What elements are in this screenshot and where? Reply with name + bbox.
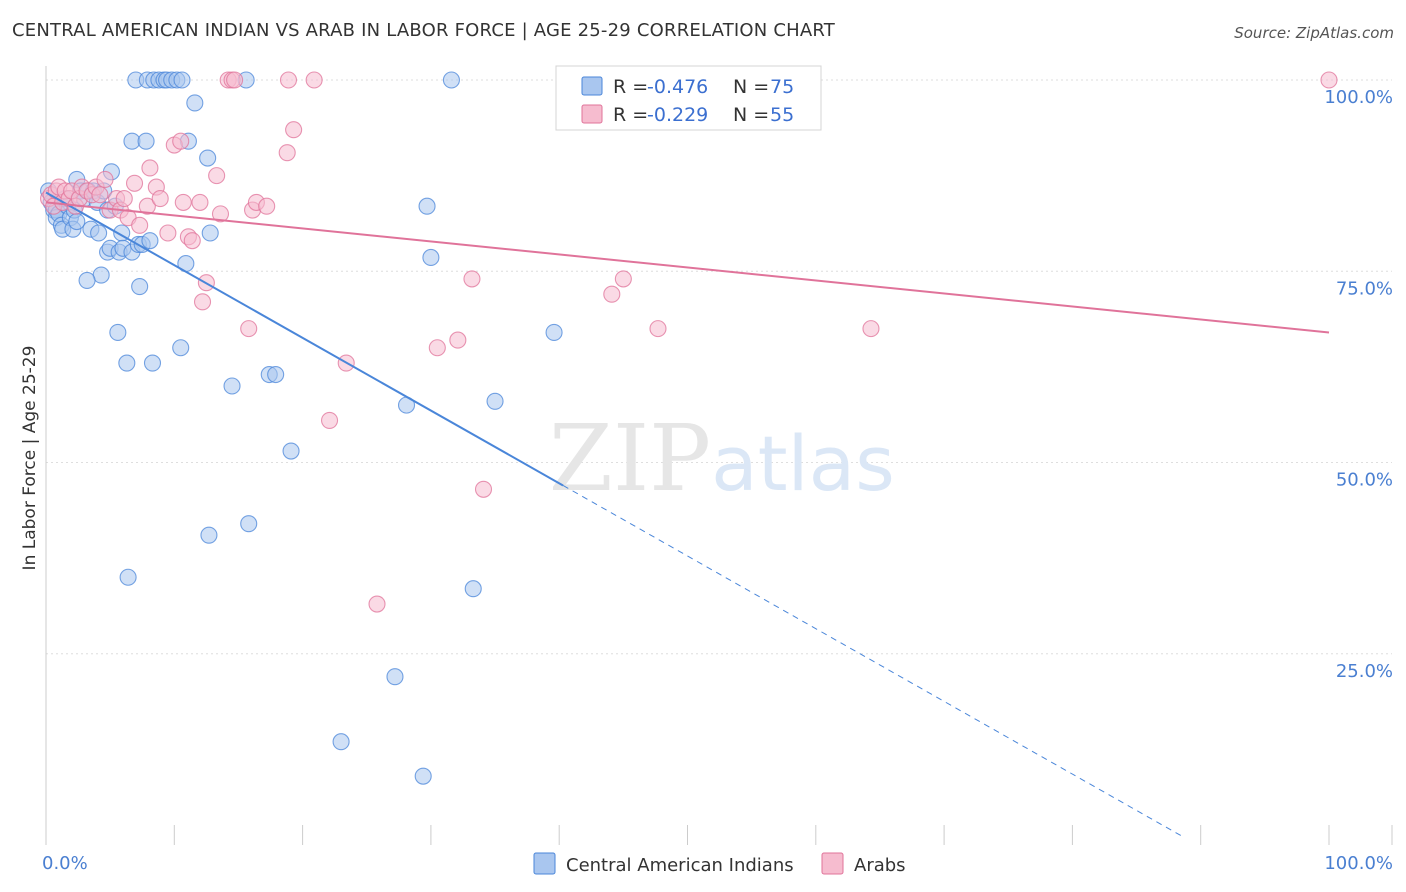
- central-american-indian-point: [223, 377, 241, 395]
- x-tick-label-left: 0.0%: [42, 853, 88, 874]
- arab-point: [278, 144, 296, 162]
- central-american-indian-point: [464, 580, 482, 598]
- central-american-indian-point: [137, 132, 155, 150]
- arab-point: [614, 270, 632, 288]
- arab-point: [193, 293, 212, 311]
- central-american-indian-point: [282, 442, 300, 460]
- arab-point: [115, 190, 133, 208]
- central-american-indian-point: [68, 212, 86, 231]
- central-american-indian-point: [173, 71, 191, 89]
- stats-r-value: -0.476: [647, 76, 708, 98]
- data-points: [40, 71, 1338, 785]
- stats-n-label: N =: [733, 104, 769, 126]
- watermark: ZIP atlas: [549, 405, 895, 512]
- arab-point: [208, 167, 226, 185]
- central-american-indian-point: [386, 668, 404, 686]
- central-american-indian-point: [131, 277, 149, 296]
- central-american-indian-point: [418, 197, 436, 215]
- arab-point: [279, 71, 298, 89]
- central-american-indian-point: [200, 526, 218, 544]
- chart-title: CENTRAL AMERICAN INDIAN VS ARAB IN LABOR…: [12, 20, 835, 41]
- source-label: Source: ZipAtlas.com: [1234, 24, 1394, 42]
- central-american-indian-point: [414, 767, 432, 785]
- y-axis-label: In Labor Force | Age 25-29: [20, 346, 40, 571]
- arab-point: [131, 216, 149, 234]
- stats-legend-swatch: [581, 104, 603, 124]
- arab-point: [191, 193, 209, 211]
- arab-point: [226, 71, 244, 89]
- arab-point: [211, 205, 230, 223]
- arab-point: [463, 270, 481, 288]
- central-american-indian-point: [332, 733, 350, 751]
- central-american-indian-point: [118, 354, 136, 372]
- arab-point: [368, 595, 386, 613]
- central-american-indian-point: [486, 392, 504, 410]
- arab-point: [172, 132, 190, 150]
- arab-point: [862, 320, 880, 338]
- arab-point: [305, 71, 323, 89]
- legend-label: Central American Indians: [566, 855, 794, 876]
- central-american-indian-point: [141, 232, 159, 250]
- y-tick-label: 75.0%: [1336, 278, 1393, 299]
- arab-point: [449, 331, 467, 349]
- legend-label: Arabs: [854, 855, 906, 876]
- watermark-atlas: atlas: [711, 419, 895, 508]
- arab-point: [174, 193, 192, 211]
- central-american-indian-point: [172, 339, 190, 357]
- central-american-indian-point: [186, 94, 204, 112]
- arab-point: [285, 121, 303, 139]
- legend-swatch: [533, 852, 556, 875]
- gridlines: [46, 79, 1392, 655]
- arab-point: [603, 285, 621, 303]
- central-american-indian-point: [442, 71, 460, 89]
- arab-point: [96, 170, 114, 188]
- arab-point: [1320, 71, 1338, 89]
- bottom-legend: Central American Indians Arabs: [533, 852, 906, 876]
- stats-r-value: -0.229: [647, 104, 708, 126]
- arab-point: [125, 174, 144, 192]
- arab-point: [320, 411, 339, 429]
- x-tick-label-right: 100.0%: [1324, 853, 1393, 874]
- central-american-indian-point: [143, 354, 162, 372]
- arab-point: [428, 339, 446, 357]
- legend-swatch: [821, 852, 844, 875]
- y-tick-label: 25.0%: [1336, 661, 1393, 682]
- arab-point: [151, 190, 169, 208]
- stats-legend-swatch: [581, 76, 603, 96]
- y-tick-label: 100.0%: [1324, 87, 1393, 108]
- watermark-zip: ZIP: [549, 405, 711, 512]
- central-american-indian-point: [240, 515, 258, 533]
- central-american-indian-point: [201, 224, 219, 242]
- central-american-indian-trend-extension: [562, 485, 1182, 837]
- stats-r-label: R =: [613, 104, 648, 126]
- stats-n-value: 75: [770, 76, 794, 98]
- central-american-indian-trend: [45, 191, 564, 487]
- arab-trend: [45, 201, 1330, 334]
- arab-point: [649, 320, 667, 338]
- central-american-indian-point: [119, 568, 137, 586]
- trend-lines: [45, 191, 1330, 837]
- arab-point: [141, 159, 159, 177]
- stats-legend: R =-0.476 N = 75R =-0.229 N = 55: [555, 65, 822, 131]
- arab-point: [258, 197, 276, 215]
- tick-labels: 100.0% 75.0% 50.0% 25.0% 0.0% 100.0%: [42, 87, 1393, 874]
- stats-r-label: R =: [613, 76, 648, 98]
- stats-n-label: N =: [733, 76, 769, 98]
- stats-n-value: 55: [770, 104, 794, 126]
- arab-point: [474, 480, 493, 498]
- arab-point: [240, 320, 258, 338]
- central-american-indian-point: [90, 224, 108, 242]
- central-american-indian-point: [267, 365, 285, 384]
- central-american-indian-point: [422, 248, 440, 267]
- arab-point: [138, 197, 156, 215]
- central-american-indian-point: [545, 323, 563, 342]
- arab-point: [159, 224, 177, 242]
- central-american-indian-point: [109, 323, 127, 342]
- y-tick-label: 50.0%: [1336, 470, 1393, 491]
- central-american-indian-point: [199, 149, 217, 167]
- arab-point: [183, 232, 201, 250]
- arab-point: [91, 186, 109, 204]
- central-american-indian-point: [78, 271, 96, 289]
